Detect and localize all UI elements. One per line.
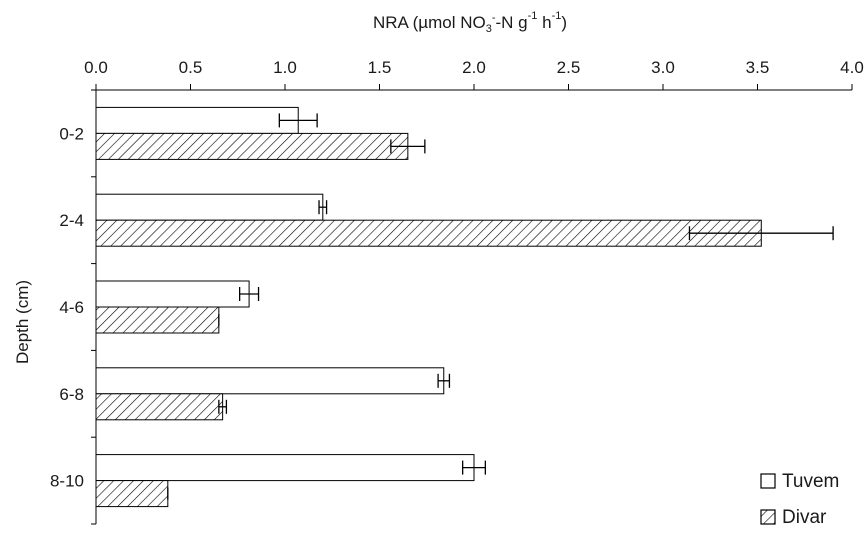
y-tick-label: 8-10 [50,472,84,491]
x-tick-label: 3.0 [651,58,675,77]
x-axis: 0.0 0.5 1.0 1.5 2.0 2.5 3.0 3.5 4.0 [84,58,864,91]
divar-bar [95,480,169,508]
divar-bar [95,393,224,421]
x-tick-label: 4.0 [840,58,864,77]
tuvem-legend-label: Tuvem [782,471,839,492]
x-tick-label: 2.5 [557,58,581,77]
x-axis-title: NRA (µmol NO3--N g-1 h-1) [373,10,567,35]
bars [95,106,834,508]
y-axis: 0-2 2-4 4-6 6-8 8-10 [50,89,97,525]
legend: Tuvem Divar [760,471,839,528]
x-tick-label: 0.5 [179,58,203,77]
x-tick-label: 2.0 [462,58,486,77]
x-tick-label: 1.0 [273,58,297,77]
tuvem-bar [95,454,475,482]
divar-legend-swatch [760,509,776,525]
divar-bar [95,306,220,334]
divar-bar [95,132,409,160]
tuvem-legend-swatch [760,473,776,489]
x-tick-label: 0.0 [84,58,108,77]
y-tick-label: 2-4 [59,211,84,230]
tuvem-bar [95,280,250,308]
x-tick-label: 3.5 [746,58,770,77]
y-axis-title: Depth (cm) [13,280,32,364]
tuvem-bar [95,193,324,221]
divar-bar [95,219,762,247]
divar-legend-label: Divar [782,507,827,528]
y-tick-label: 4-6 [59,298,84,317]
x-tick-label: 1.5 [368,58,392,77]
y-tick-label: 0-2 [59,124,84,143]
tuvem-bar [95,106,299,134]
y-tick-label: 6-8 [59,385,84,404]
tuvem-bar [95,367,445,395]
